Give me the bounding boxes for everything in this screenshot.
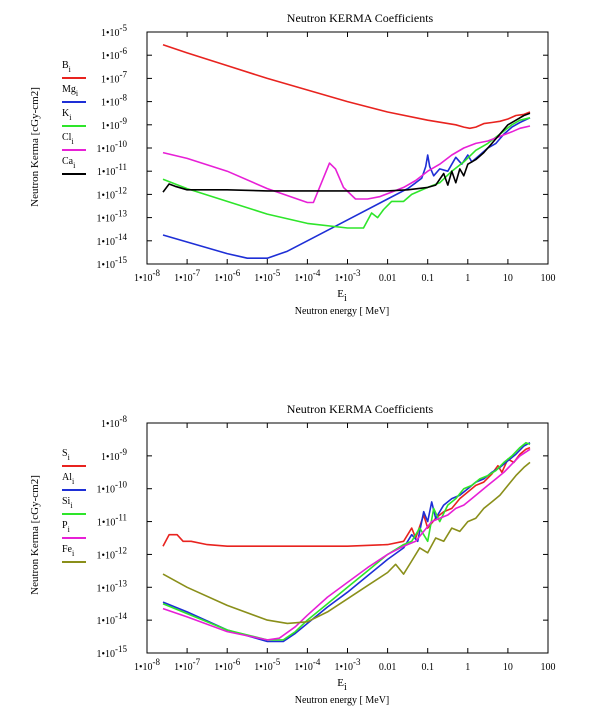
chart-top: Neutron KERMA Coefficients Neutron Kerma… — [29, 11, 556, 317]
x-tick-label: 1•10-6 — [214, 268, 241, 284]
legend-label-s: Si — [62, 448, 71, 462]
legend-label-mg: Mgi — [62, 84, 79, 98]
y-tick-label: 1•10-13 — [96, 578, 127, 594]
y-tick-label: 1•10-13 — [96, 209, 127, 225]
x-tick-label: 0.01 — [379, 273, 397, 284]
chart-bottom: Neutron KERMA Coefficients Neutron Kerma… — [29, 402, 556, 706]
x-tick-label: 1•10-8 — [134, 657, 161, 673]
x-tick-label: 1•10-7 — [174, 268, 201, 284]
chart-title: Neutron KERMA Coefficients — [287, 402, 434, 416]
y-tick-label: 1•10-8 — [101, 93, 128, 109]
x-tick-label: 10 — [503, 662, 513, 673]
legend-label-si: Sii — [62, 496, 73, 510]
x-tick-label: 10 — [503, 273, 513, 284]
x-tick-label: 1•10-4 — [294, 268, 321, 284]
series-line-s — [162, 446, 531, 547]
legend-label-ca: Cai — [62, 156, 76, 170]
series-line-k — [162, 117, 531, 229]
x-variable-label: Ei — [337, 288, 347, 304]
legend-label-p: Pi — [62, 520, 71, 534]
x-tick-label: 1•10-3 — [334, 657, 361, 673]
y-tick-label: 1•10-14 — [96, 232, 127, 248]
x-tick-label: 1•10-8 — [134, 268, 161, 284]
y-tick-label: 1•10-5 — [101, 23, 128, 39]
series-line-si — [162, 441, 531, 641]
x-axis-label: Neutron energy [ MeV] — [295, 695, 390, 706]
y-tick-label: 1•10-6 — [101, 46, 128, 62]
y-tick-label: 1•10-10 — [96, 480, 127, 496]
legend-label-cl: Cli — [62, 132, 74, 146]
x-tick-label: 1•10-6 — [214, 657, 241, 673]
y-tick-label: 1•10-7 — [101, 69, 128, 85]
chart-title: Neutron KERMA Coefficients — [287, 11, 434, 25]
x-tick-label: 1 — [465, 662, 470, 673]
legend-label-al: Ali — [62, 472, 75, 486]
y-tick-label: 1•10-14 — [96, 611, 127, 627]
legend-label-k: Ki — [62, 108, 72, 122]
y-tick-label: 1•10-15 — [96, 644, 127, 660]
y-tick-label: 1•10-10 — [96, 139, 127, 155]
y-tick-label: 1•10-8 — [101, 414, 128, 430]
x-tick-label: 1•10-4 — [294, 657, 321, 673]
y-tick-label: 1•10-9 — [101, 447, 128, 463]
series-line-al — [162, 441, 531, 643]
series-line-mg — [162, 117, 531, 259]
x-tick-label: 1•10-7 — [174, 657, 201, 673]
y-tick-label: 1•10-11 — [97, 162, 127, 178]
x-tick-label: 0.01 — [379, 662, 397, 673]
y-tick-label: 1•10-15 — [96, 255, 127, 271]
legend-label-fe: Fei — [62, 544, 75, 558]
y-axis-label: Neutron Kerma [cGy-cm2] — [29, 87, 41, 207]
x-variable-label: Ei — [337, 677, 347, 693]
y-tick-label: 1•10-11 — [97, 513, 127, 529]
y-tick-label: 1•10-9 — [101, 116, 128, 132]
x-axis-label: Neutron energy [ MeV] — [295, 306, 390, 317]
series-line-ca — [162, 112, 531, 193]
x-tick-label: 0.1 — [421, 662, 434, 673]
series-line-fe — [162, 461, 531, 625]
x-tick-label: 1•10-5 — [254, 657, 281, 673]
plot-frame — [146, 422, 549, 654]
series-line-p — [162, 448, 531, 641]
x-tick-label: 1•10-3 — [334, 268, 361, 284]
x-tick-label: 100 — [541, 662, 556, 673]
x-tick-label: 1 — [465, 273, 470, 284]
legend-label-b: Bi — [62, 60, 72, 74]
series-line-cl — [162, 125, 531, 204]
x-tick-label: 1•10-5 — [254, 268, 281, 284]
series-line-b — [162, 44, 531, 130]
x-tick-label: 0.1 — [421, 273, 434, 284]
y-tick-label: 1•10-12 — [96, 545, 127, 561]
y-axis-label: Neutron Kerma [cGy-cm2] — [29, 475, 41, 595]
y-tick-label: 1•10-12 — [96, 185, 127, 201]
x-tick-label: 100 — [541, 273, 556, 284]
